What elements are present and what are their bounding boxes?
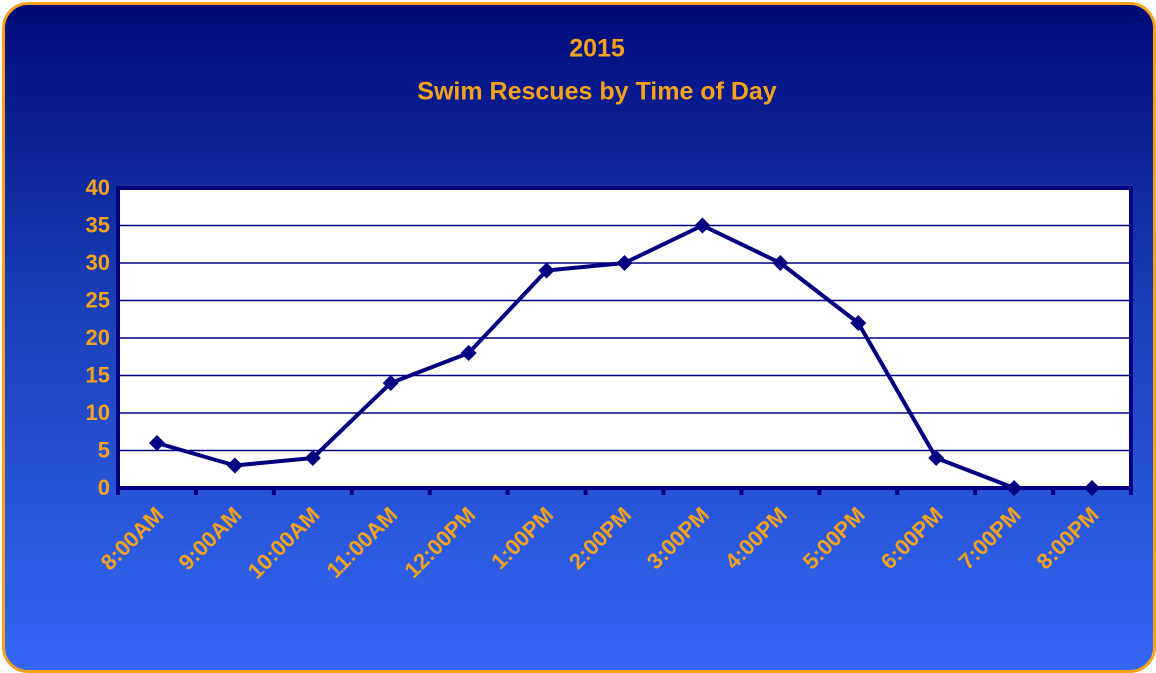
x-tick-label: 6:00PM	[876, 502, 948, 574]
x-tick-label: 10:00AM	[243, 502, 325, 584]
y-tick-label: 5	[98, 437, 110, 462]
y-tick-label: 35	[86, 212, 110, 237]
marker	[850, 315, 867, 331]
marker	[460, 345, 477, 361]
marker	[928, 450, 945, 466]
y-tick-label: 30	[86, 250, 110, 275]
chart-title: 2015	[569, 35, 625, 63]
marker	[772, 255, 789, 271]
x-tick-label: 5:00PM	[798, 502, 870, 574]
y-tick-label: 25	[86, 287, 110, 312]
marker	[616, 255, 633, 271]
x-tick-label: 8:00PM	[1032, 502, 1104, 574]
x-tick-label: 9:00AM	[174, 502, 247, 575]
x-tick-label: 7:00PM	[954, 502, 1026, 574]
y-tick-label: 0	[98, 475, 110, 500]
marker	[148, 435, 165, 451]
marker	[1006, 480, 1023, 496]
x-tick-label: 2:00PM	[564, 502, 636, 574]
y-tick-label: 15	[86, 362, 110, 387]
x-tick-label: 11:00AM	[322, 502, 403, 583]
x-tick-label: 3:00PM	[642, 502, 714, 574]
x-tick-label: 4:00PM	[720, 502, 792, 574]
marker	[1084, 480, 1101, 496]
chart-subtitle: Swim Rescues by Time of Day	[417, 78, 776, 106]
marker	[538, 262, 555, 279]
y-tick-label: 20	[86, 325, 110, 350]
marker	[382, 375, 399, 391]
marker	[694, 217, 711, 234]
plot-border	[116, 186, 1133, 490]
y-tick-label: 40	[86, 175, 110, 200]
x-tick-label: 1:00PM	[486, 502, 558, 574]
x-tick-label: 8:00AM	[96, 502, 169, 575]
y-tick-label: 10	[86, 400, 110, 425]
marker	[226, 457, 243, 474]
x-tick-label: 12:00PM	[399, 502, 480, 583]
marker	[304, 450, 321, 466]
